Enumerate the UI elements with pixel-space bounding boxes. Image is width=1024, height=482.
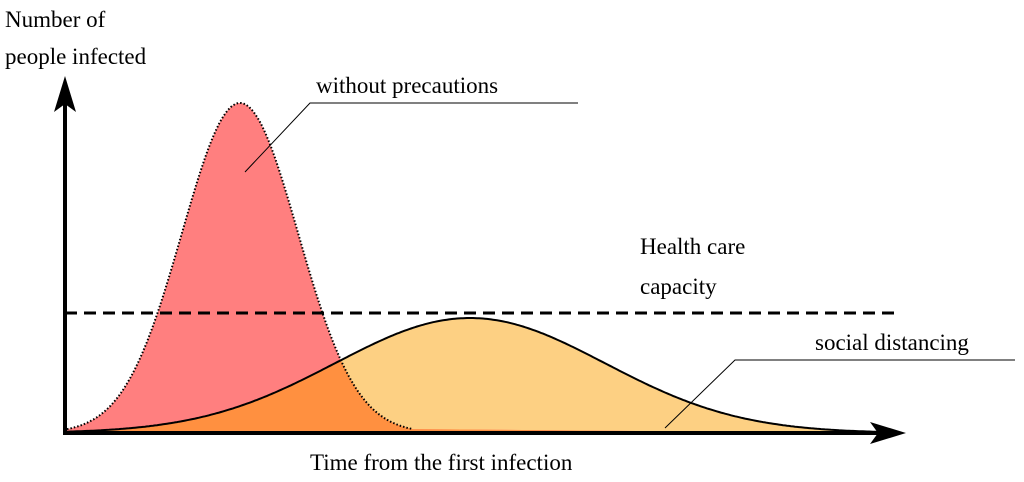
y-label: people infected — [5, 44, 147, 69]
label: without precautions — [316, 73, 498, 98]
label: Health care — [640, 234, 745, 259]
y-label: Number of — [5, 7, 106, 32]
label: social distancing — [815, 330, 969, 355]
x-label: Time from the first infection — [310, 450, 573, 475]
social-distancing-outline — [66, 317, 879, 433]
leader-line — [244, 102, 578, 173]
leader-line — [664, 359, 1015, 429]
y-arrow — [54, 76, 76, 112]
label: capacity — [640, 274, 717, 299]
x-arrow — [870, 422, 906, 444]
no-precautions-curve — [67, 103, 880, 433]
no-precautions-outline — [66, 102, 414, 431]
